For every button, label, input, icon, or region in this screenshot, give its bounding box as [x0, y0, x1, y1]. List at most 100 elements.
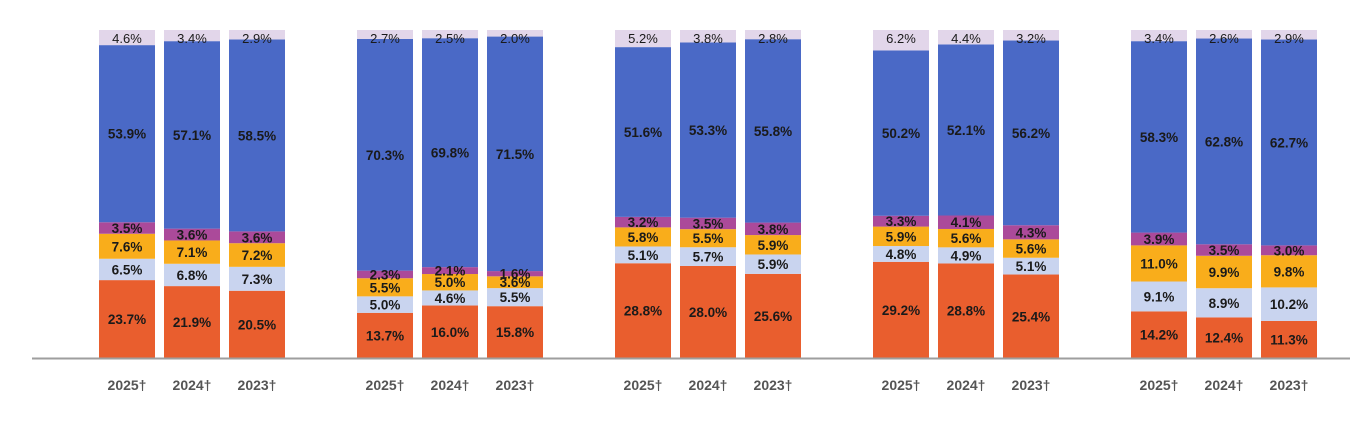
segment-label-blue: 50.2% — [882, 126, 920, 141]
bar-segment-blue — [1003, 40, 1059, 226]
bar-segment-amber — [745, 235, 801, 255]
bar-segment-light-blue — [938, 247, 994, 264]
segment-label-lavender: 2.5% — [435, 31, 465, 46]
bar-segment-amber — [1131, 245, 1187, 282]
segment-label-lavender: 3.8% — [693, 31, 723, 46]
bar-segment-purple — [422, 267, 478, 275]
bar-segment-orange — [1261, 320, 1317, 358]
bar-segment-orange — [422, 305, 478, 358]
segment-label-orange: 21.9% — [173, 315, 211, 330]
segment-label-orange: 16.0% — [431, 325, 469, 340]
segment-label-lavender: 3.2% — [1016, 31, 1046, 46]
bar-segment-amber — [615, 227, 671, 247]
segment-label-orange: 13.7% — [366, 328, 404, 343]
bar-segment-blue — [615, 47, 671, 217]
category-labels-layer: 2025† 2024† 2023† 2025† 2024† 2023† 2025† 2024†… — [108, 377, 1309, 393]
bar-segment-lavender — [680, 30, 736, 43]
segment-label-orange: 28.8% — [947, 304, 985, 319]
segment-label-amber: 5.6% — [1016, 242, 1047, 257]
category-label: 2024† — [947, 377, 986, 393]
segment-label-orange: 14.2% — [1140, 328, 1178, 343]
segment-label-light-blue: 5.9% — [758, 257, 789, 272]
bar-segment-orange — [229, 290, 285, 358]
segment-label-amber: 5.8% — [628, 230, 659, 245]
segment-label-blue: 58.3% — [1140, 130, 1178, 145]
category-label: 2023† — [1012, 377, 1051, 393]
category-label: 2023† — [754, 377, 793, 393]
category-label: 2023† — [1270, 377, 1309, 393]
bar-segment-blue — [680, 42, 736, 218]
bar-segment-lavender — [1261, 30, 1317, 40]
category-label: 2025† — [108, 377, 147, 393]
bar-segment-light-blue — [745, 254, 801, 274]
segment-label-orange: 15.8% — [496, 325, 534, 340]
category-label: 2025† — [366, 377, 405, 393]
bar-segment-purple — [745, 222, 801, 236]
bar-segment-purple — [164, 228, 220, 241]
bar-segment-lavender — [357, 30, 413, 39]
bar-segment-lavender — [1131, 30, 1187, 42]
bar-segment-blue — [1131, 41, 1187, 233]
bar-segment-blue — [1196, 38, 1252, 245]
segment-label-lavender: 4.4% — [951, 31, 981, 46]
bar-segment-light-blue — [164, 263, 220, 287]
segment-label-orange: 12.4% — [1205, 331, 1243, 346]
bar-segment-lavender — [487, 30, 543, 37]
category-label: 2025† — [624, 377, 663, 393]
bar-segment-light-blue — [1003, 257, 1059, 275]
segment-label-light-blue: 6.8% — [177, 268, 208, 283]
bar-segment-purple — [938, 215, 994, 229]
bar-segment-purple — [99, 222, 155, 234]
bar-segment-amber — [357, 278, 413, 297]
category-label: 2023† — [238, 377, 277, 393]
bar-segment-orange — [938, 263, 994, 358]
category-label: 2024† — [173, 377, 212, 393]
segment-label-lavender: 2.0% — [500, 31, 530, 46]
segment-label-light-blue: 5.5% — [500, 290, 531, 305]
bar-segment-light-blue — [487, 288, 543, 307]
segment-label-blue: 53.9% — [108, 127, 146, 142]
bar-segment-blue — [422, 38, 478, 268]
segment-label-lavender: 6.2% — [886, 31, 916, 46]
segment-label-blue: 55.8% — [754, 124, 792, 139]
segment-label-light-blue: 4.8% — [886, 247, 917, 262]
bar-segment-amber — [422, 274, 478, 291]
segment-label-orange: 25.4% — [1012, 309, 1050, 324]
segment-label-amber: 3.6% — [500, 275, 531, 290]
bar-segment-lavender — [99, 30, 155, 46]
segment-label-blue: 62.8% — [1205, 134, 1243, 149]
bar-segment-lavender — [1003, 30, 1059, 41]
bar-segment-orange — [873, 261, 929, 358]
segment-label-purple: 3.5% — [112, 221, 143, 236]
bar-segment-orange — [1131, 311, 1187, 358]
segment-label-light-blue: 10.2% — [1270, 297, 1308, 312]
bar-segment-orange — [1196, 317, 1252, 358]
segment-label-light-blue: 6.5% — [112, 262, 143, 277]
bar-segment-blue — [873, 50, 929, 216]
segment-label-amber: 9.8% — [1274, 264, 1305, 279]
bar-segment-light-blue — [1261, 287, 1317, 321]
bar-segment-blue — [99, 45, 155, 223]
segment-label-light-blue: 7.3% — [242, 272, 273, 287]
segment-label-purple: 3.2% — [628, 215, 659, 230]
bar-segment-amber — [229, 243, 285, 267]
segment-label-purple: 1.6% — [500, 267, 531, 282]
bar-segment-blue — [1261, 39, 1317, 246]
segment-label-purple: 3.3% — [886, 214, 917, 229]
bar-segment-lavender — [873, 30, 929, 51]
segment-label-purple: 3.5% — [1209, 243, 1240, 258]
bar-segment-light-blue — [422, 290, 478, 306]
bar-segment-light-blue — [229, 266, 285, 291]
bar-segment-amber — [1003, 239, 1059, 258]
segment-label-blue: 69.8% — [431, 146, 469, 161]
segment-label-purple: 4.3% — [1016, 225, 1047, 240]
bar-segment-orange — [487, 306, 543, 358]
segment-label-amber: 7.2% — [242, 248, 273, 263]
segment-label-blue: 56.2% — [1012, 126, 1050, 141]
segment-labels-layer: 23.7% 6.5% 7.6% 3.5% 53.9% 4.6% 21.9% 6.8% 7.1% 3… — [108, 31, 1308, 347]
bar-segment-purple — [680, 217, 736, 230]
segment-label-amber: 5.5% — [693, 231, 724, 246]
bar-segment-purple — [1261, 245, 1317, 256]
bar-segment-purple — [229, 231, 285, 244]
